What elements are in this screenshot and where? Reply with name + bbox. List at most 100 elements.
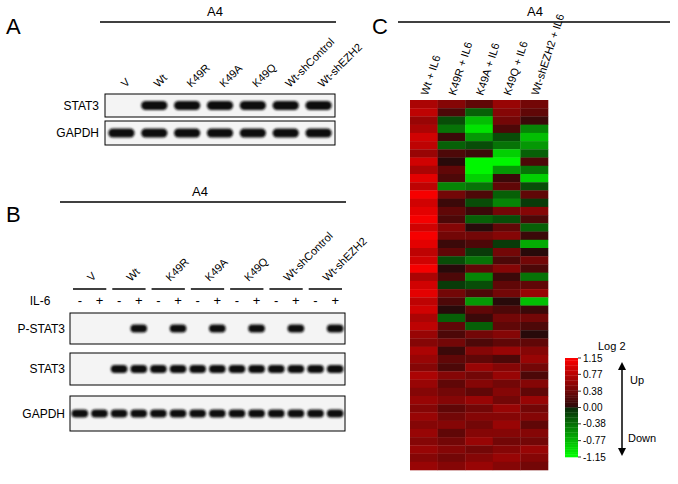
treatment-sign: + <box>292 293 300 308</box>
colorbar-swatch <box>565 435 578 438</box>
heatmap-cell <box>438 289 466 298</box>
heatmap-cell <box>520 281 548 290</box>
heatmap-cell <box>438 125 466 134</box>
band <box>327 410 344 418</box>
heatmap-cell <box>465 445 493 454</box>
colorbar-swatch <box>565 388 578 391</box>
header-rule <box>100 21 336 23</box>
figure: AA4VWtK49RK49AK49QWt-shControlWt-shEZH2S… <box>0 0 678 484</box>
band <box>307 365 324 373</box>
heatmap-cell <box>465 108 493 117</box>
heatmap-cell <box>465 281 493 290</box>
colorbar-tick <box>578 374 581 375</box>
band <box>307 410 324 418</box>
heatmap-cell <box>520 174 548 183</box>
band <box>207 101 233 110</box>
heatmap-cell <box>438 412 466 421</box>
heatmap-cell <box>438 355 466 364</box>
heatmap-cell <box>520 125 548 134</box>
heatmap-cell <box>520 330 548 339</box>
heatmap-cell <box>465 429 493 438</box>
colorbar-swatch <box>565 403 578 406</box>
heatmap-cell <box>410 330 438 339</box>
colorbar-swatch <box>565 420 578 423</box>
heatmap-cell <box>493 199 521 208</box>
treatment-sign: - <box>196 293 200 308</box>
colorbar-swatch <box>565 368 578 371</box>
band <box>189 325 206 333</box>
band <box>71 410 88 418</box>
colorbar-swatch <box>565 373 578 376</box>
band <box>111 365 128 373</box>
heatmap-cell <box>493 149 521 158</box>
heatmap-cell <box>520 232 548 241</box>
band <box>240 101 266 110</box>
heatmap-cell <box>410 437 438 446</box>
band <box>111 410 128 418</box>
heatmap-cell <box>520 207 548 216</box>
band <box>273 129 299 138</box>
treatment-label: IL-6 <box>30 294 51 308</box>
heatmap-cell <box>410 215 438 224</box>
heatmap-cell <box>493 256 521 265</box>
band <box>327 365 344 373</box>
heatmap-cell <box>465 371 493 380</box>
heatmap-cell <box>493 437 521 446</box>
heatmap-cell <box>410 338 438 347</box>
lane-label: K49A <box>202 255 230 283</box>
heatmap-cell <box>438 380 466 389</box>
band <box>327 325 344 333</box>
lane-label: Wt <box>124 265 142 283</box>
colorbar-swatch <box>565 370 578 373</box>
heatmap-cell <box>410 190 438 199</box>
band <box>305 129 331 138</box>
panel-header: A4 <box>207 4 223 19</box>
heatmap-cell <box>493 330 521 339</box>
heatmap-cell <box>493 125 521 134</box>
heatmap-cell <box>493 248 521 257</box>
heatmap-cell <box>465 116 493 125</box>
heatmap-cell <box>465 462 493 471</box>
heatmap-cell <box>465 248 493 257</box>
heatmap-cell <box>438 396 466 405</box>
panel-letter: B <box>6 202 21 227</box>
heatmap-cell <box>493 264 521 273</box>
band <box>229 410 246 418</box>
heatmap-cell <box>520 240 548 249</box>
lane-rule <box>230 288 263 290</box>
colorbar-swatch <box>565 417 578 420</box>
header-rule <box>60 201 346 203</box>
heatmap-cell <box>410 380 438 389</box>
band <box>130 365 147 373</box>
heatmap-cell <box>465 388 493 397</box>
heatmap-cell <box>410 445 438 454</box>
heatmap-cell <box>438 281 466 290</box>
heatmap-cell <box>410 100 438 109</box>
heatmap-cell <box>520 248 548 257</box>
colorbar-tick <box>578 358 581 359</box>
treatment-sign: + <box>135 293 143 308</box>
heatmap-cell <box>438 240 466 249</box>
heatmap-cell <box>520 141 548 150</box>
heatmap-cell <box>438 388 466 397</box>
heatmap-cell <box>465 100 493 109</box>
colorbar-tick-label: 1.15 <box>583 353 603 364</box>
heatmap-cell <box>410 347 438 356</box>
heatmap-cell <box>493 133 521 142</box>
heatmap-cell <box>438 248 466 257</box>
band <box>141 101 167 110</box>
heatmap-cell <box>520 347 548 356</box>
heatmap-cell <box>438 116 466 125</box>
heatmap-cell <box>520 297 548 306</box>
heatmap-cell <box>465 256 493 265</box>
heatmap-cell <box>520 388 548 397</box>
heatmap-cell <box>493 190 521 199</box>
band <box>91 365 108 373</box>
heatmap-cell <box>465 174 493 183</box>
heatmap-cell <box>438 199 466 208</box>
heatmap-cell <box>410 314 438 323</box>
heatmap-cell <box>520 371 548 380</box>
heatmap-cell <box>493 396 521 405</box>
blot-frame <box>105 94 335 117</box>
colorbar-tick <box>578 457 581 458</box>
